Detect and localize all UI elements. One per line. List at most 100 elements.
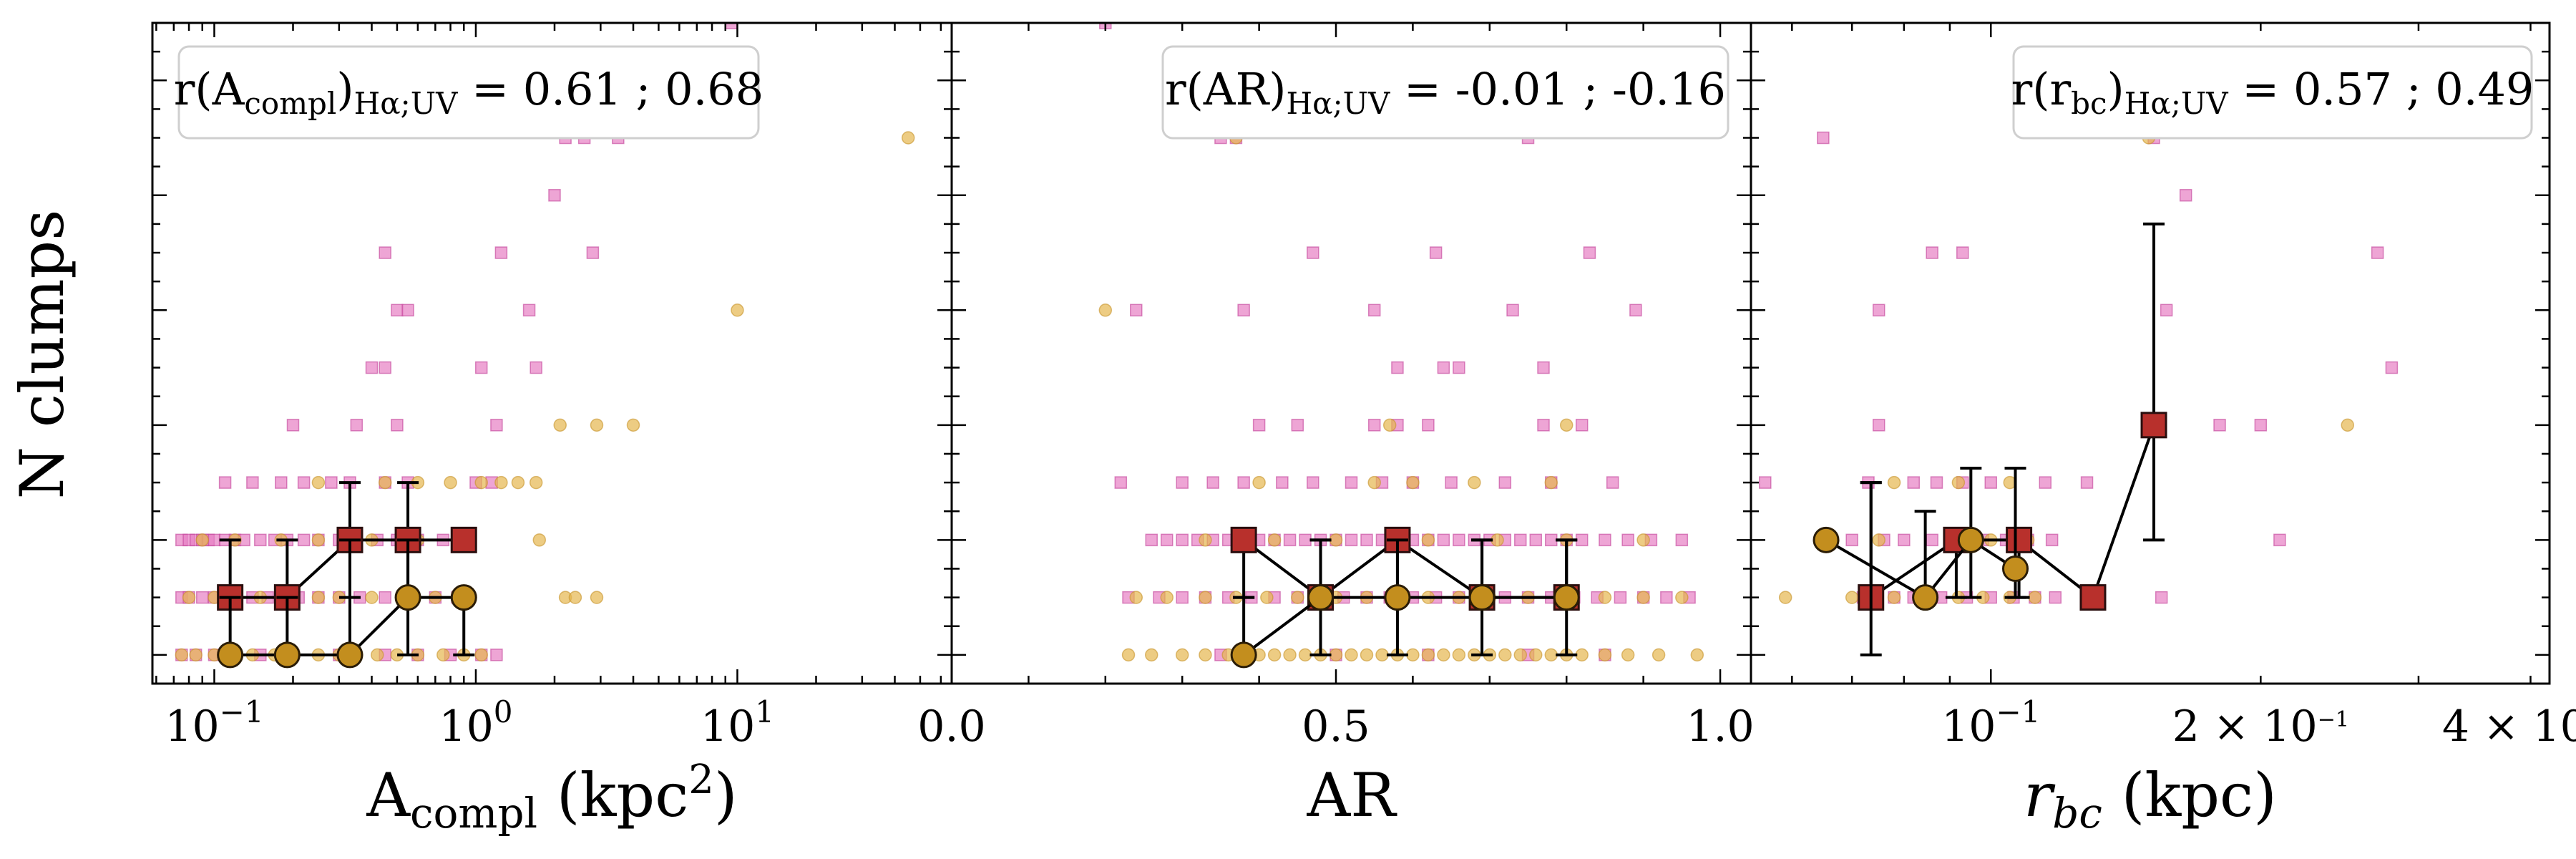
ha-scatter-point [490, 419, 503, 432]
ha-binned-marker [2006, 526, 2033, 553]
ha-scatter-point [1498, 476, 1512, 489]
uv-binned-marker [1553, 584, 1580, 611]
ha-scatter-point [1145, 533, 1158, 547]
panel-rbc: 10−12 × 10−14 × 10−1rbc (kpc)r(rbc)Hα;UV… [1750, 21, 2576, 838]
ha-scatter-point [286, 419, 300, 432]
uv-scatter-point [371, 648, 384, 662]
uv-scatter-point [1437, 648, 1450, 662]
uv-scatter-point [1382, 418, 1397, 432]
x-tick-label: 10−1 [165, 694, 263, 752]
uv-scatter-point [1329, 648, 1343, 662]
uv-scatter-point [1636, 533, 1650, 547]
ha-scatter-point [1621, 533, 1634, 547]
ha-scatter-point [1614, 591, 1627, 604]
ha-scatter-point [1872, 304, 1885, 317]
ha-scatter-point [1114, 476, 1128, 489]
x-tick-label-exponent: −1 [1996, 694, 2040, 729]
uv-binned-marker [1230, 641, 1257, 669]
annotation-sub1: compl [244, 86, 336, 121]
uv-scatter-point [189, 648, 203, 662]
x-tick-label-base: 10 [1941, 702, 1996, 752]
uv-scatter-point [1260, 591, 1274, 604]
ha-scatter-point [1545, 533, 1558, 547]
x-tick-label-text: 0.0 [917, 702, 985, 752]
x-axis-label: rbc (kpc) [2024, 760, 2277, 838]
uv-binned-marker [1957, 526, 1984, 553]
x-tick-label: 10−1 [1941, 694, 2040, 752]
uv-scatter-point [1160, 591, 1174, 604]
x-tick-label: 101 [701, 694, 774, 752]
ha-scatter-point [1453, 361, 1465, 374]
uv-scatter-point [1329, 533, 1343, 547]
ha-scatter-point [1345, 476, 1358, 489]
x-tick-label-exponent: 1 [755, 694, 774, 729]
uv-scatter-point [1298, 648, 1312, 662]
ha-scatter-point [1529, 533, 1543, 547]
annotation-mid: ) [2107, 63, 2124, 115]
uv-scatter-point [529, 475, 543, 490]
ha-scatter-point [1307, 246, 1319, 259]
x-tick-label-exponent: 0 [494, 694, 513, 729]
correlation-annotation: r(AR)Hα;UV = -0.01 ; -0.16 [1165, 63, 1726, 121]
uv-scatter-point [182, 591, 196, 604]
x-axis-label-main: r [2024, 760, 2056, 830]
uv-scatter-point [1199, 533, 1212, 547]
ha-scatter-point [490, 649, 503, 661]
uv-binned-marker [2001, 555, 2029, 582]
ha-scatter-point [548, 189, 561, 202]
uv-scatter-point [1452, 648, 1466, 662]
x-tick-label: 0.5 [1302, 702, 1370, 752]
correlation-annotation: r(rbc)Hα;UV = 0.57 ; 0.49 [2011, 63, 2534, 121]
ha-scatter-point [586, 246, 600, 259]
annotation-sub2: Hα;UV [354, 86, 459, 121]
annotation-sub2: Hα;UV [1286, 86, 1390, 121]
uv-scatter-point [1887, 475, 1901, 490]
x-axis-label: AR [1307, 760, 1398, 830]
x-tick-label: 2 × 10−1 [2172, 702, 2349, 752]
uv-scatter-point [474, 475, 488, 490]
uv-scatter-point [731, 304, 744, 317]
ha-scatter-point [297, 533, 311, 547]
ha-scatter-point [1252, 419, 1266, 432]
ha-scatter-point [1130, 304, 1143, 317]
ha-scatter-point [1345, 533, 1358, 547]
ha-scatter-point [1237, 304, 1250, 317]
ha-scatter-point [2254, 419, 2268, 432]
x-axis-label-unit: (kpc [537, 760, 688, 830]
ha-scatter-point [1237, 476, 1250, 489]
uv-scatter-point [1468, 475, 1481, 490]
uv-scatter-point [1872, 533, 1885, 547]
ha-scatter-point [1845, 533, 1858, 547]
ha-scatter-point [1898, 533, 1911, 547]
uv-binned-marker [1813, 526, 1840, 553]
ha-scatter-point [246, 476, 259, 489]
uv-scatter-point [1199, 591, 1212, 604]
ha-scatter-point [1599, 533, 1611, 547]
uv-scatter-point [1199, 648, 1212, 662]
ha-scatter-point [1606, 476, 1619, 489]
uv-scatter-point [378, 475, 392, 490]
uv-scatter-point [444, 475, 457, 490]
x-axis-label-sub: bc [2052, 789, 2102, 838]
ha-scatter-point [391, 419, 404, 432]
ha-scatter-point [474, 361, 488, 374]
uv-scatter-point [1421, 648, 1435, 662]
ha-scatter-point [1926, 246, 1938, 259]
ha-scatter-point [1299, 533, 1312, 547]
x-tick-label: 0.0 [917, 702, 985, 752]
uv-scatter-point [1845, 591, 1859, 604]
x-tick-label-exponent: −1 [2318, 707, 2349, 732]
annotation-mid: ) [336, 63, 353, 115]
ha-scatter-point [1367, 419, 1381, 432]
ha-scatter-point [1429, 246, 1443, 259]
x-axis-label: Acompl (kpc2) [366, 757, 737, 838]
ha-scatter-point [2179, 189, 2192, 202]
uv-scatter-point [1778, 591, 1792, 604]
ha-scatter-point [1176, 476, 1189, 489]
x-tick-label-base: 10 [701, 702, 755, 752]
uv-binned-marker [1912, 584, 1939, 611]
ha-scatter-point [1283, 533, 1297, 547]
ha-scatter-point [1437, 533, 1450, 547]
